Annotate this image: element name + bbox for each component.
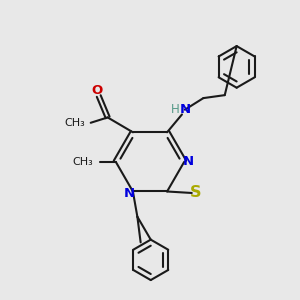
Text: H: H bbox=[171, 103, 180, 116]
Text: CH₃: CH₃ bbox=[73, 157, 93, 167]
Text: N: N bbox=[124, 188, 135, 200]
Text: N: N bbox=[179, 103, 191, 116]
Text: S: S bbox=[190, 185, 201, 200]
Text: N: N bbox=[183, 155, 194, 168]
Text: CH₃: CH₃ bbox=[64, 118, 85, 128]
Text: O: O bbox=[92, 84, 103, 97]
